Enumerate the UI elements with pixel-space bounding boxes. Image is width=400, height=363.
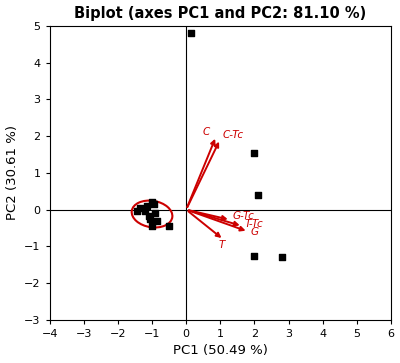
Point xyxy=(166,223,172,229)
Point xyxy=(251,150,258,156)
Point xyxy=(149,199,155,205)
Point xyxy=(137,205,143,211)
Title: Biplot (axes PC1 and PC2: 81.10 %): Biplot (axes PC1 and PC2: 81.10 %) xyxy=(74,5,366,21)
Point xyxy=(251,253,258,258)
Point xyxy=(154,218,160,224)
X-axis label: PC1 (50.49 %): PC1 (50.49 %) xyxy=(173,344,268,358)
Point xyxy=(152,211,159,216)
Text: C-Tc: C-Tc xyxy=(222,130,244,140)
Point xyxy=(146,213,152,219)
Point xyxy=(134,209,140,215)
Point xyxy=(142,209,148,215)
Text: G: G xyxy=(250,227,258,237)
Text: T: T xyxy=(219,240,225,250)
Point xyxy=(188,30,194,36)
Y-axis label: PC2 (30.61 %): PC2 (30.61 %) xyxy=(6,125,18,220)
Point xyxy=(255,192,261,198)
Text: G-Tc: G-Tc xyxy=(232,211,254,221)
Point xyxy=(149,223,155,229)
Point xyxy=(144,203,150,209)
Text: T-Tc: T-Tc xyxy=(244,219,263,229)
Point xyxy=(150,201,157,207)
Text: C: C xyxy=(203,127,210,137)
Point xyxy=(147,216,154,222)
Point xyxy=(278,254,285,260)
